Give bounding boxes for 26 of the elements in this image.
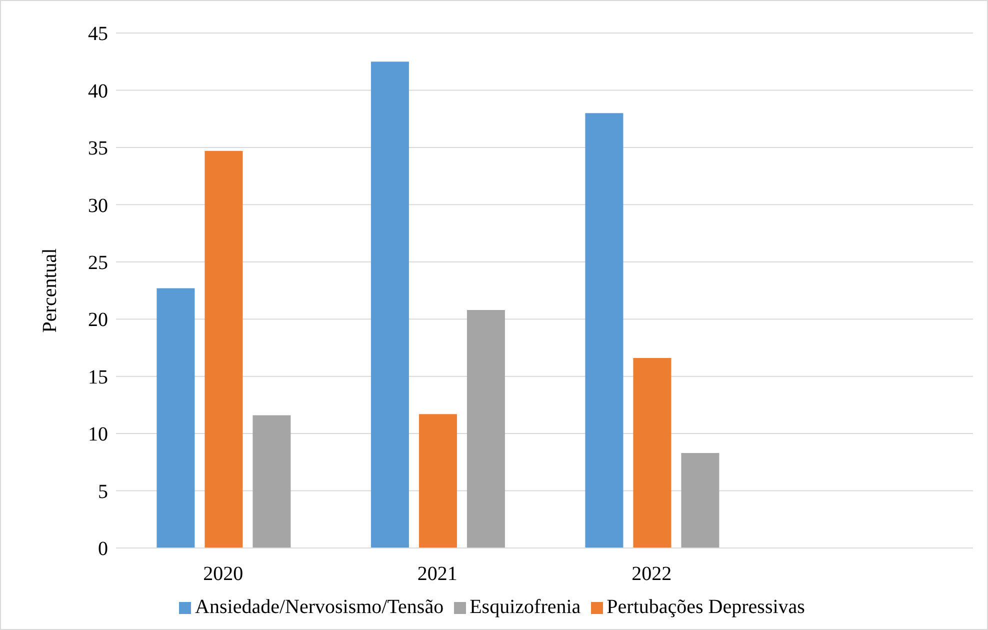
y-tick-label: 0 <box>98 538 108 560</box>
y-tick-label: 30 <box>88 194 108 217</box>
y-tick-label: 15 <box>88 366 108 388</box>
x-tick-label: 2022 <box>632 563 672 586</box>
legend-label: Ansiedade/Nervosismo/Tensão <box>195 596 444 618</box>
y-tick-label: 40 <box>88 80 108 102</box>
x-tick-label: 2020 <box>203 563 244 586</box>
y-tick-label: 45 <box>88 23 108 46</box>
bar <box>156 288 195 548</box>
y-tick-label: 35 <box>88 138 108 160</box>
bar <box>252 415 291 548</box>
bar <box>466 310 505 548</box>
y-axis-title: Percentual <box>39 248 62 333</box>
bar <box>204 150 243 548</box>
bar <box>681 453 720 548</box>
y-tick-label: 10 <box>88 424 108 446</box>
legend-label: Esquizofrenia <box>470 596 581 618</box>
y-tick-label: 20 <box>88 309 108 332</box>
y-tick-label: 25 <box>88 252 108 274</box>
y-tick-label: 5 <box>98 480 108 503</box>
legend-label: Pertubações Depressivas <box>606 596 805 618</box>
bar <box>418 414 457 548</box>
bar <box>633 358 672 548</box>
bar <box>370 62 409 548</box>
bar <box>585 113 624 548</box>
x-tick-label: 2021 <box>417 563 458 586</box>
